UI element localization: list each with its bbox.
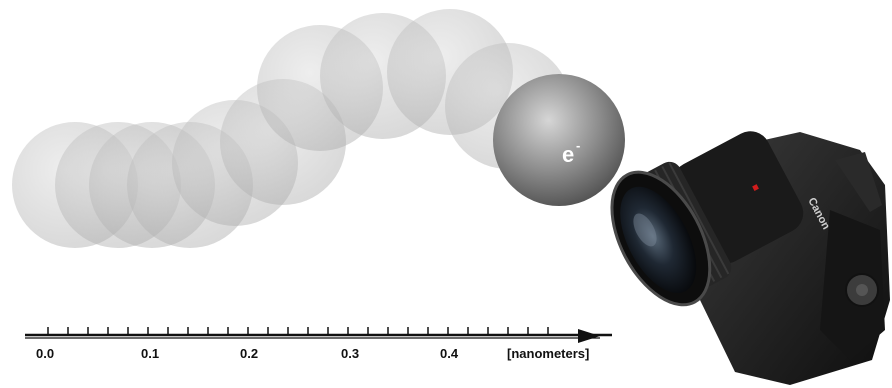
electron-symbol: e	[562, 142, 574, 167]
lens-reflection	[633, 213, 657, 247]
tick-label: 0.2	[240, 346, 258, 361]
camera-illustration: Canon	[610, 131, 890, 385]
electron-sphere	[493, 74, 625, 206]
tick-label: 0.3	[341, 346, 359, 361]
tick-label: 0.0	[36, 346, 54, 361]
electron-charge: -	[576, 138, 580, 153]
electron: e -	[493, 74, 625, 206]
scale-bar: 0.0 0.1 0.2 0.3 0.4 [nanometers]	[25, 327, 612, 361]
tick-label: 0.4	[440, 346, 459, 361]
camera-dial-center	[856, 284, 868, 296]
tick-label: 0.1	[141, 346, 159, 361]
scale-minor-ticks	[47, 327, 549, 335]
camera-flash	[835, 152, 882, 212]
scale-unit-label: [nanometers]	[507, 346, 589, 361]
lens-glass	[620, 186, 697, 293]
scale-arrow-head	[578, 329, 600, 343]
electron-trail	[12, 9, 571, 248]
scale-tick-labels: 0.0 0.1 0.2 0.3 0.4	[36, 346, 459, 361]
lens-red-mark	[752, 184, 759, 191]
